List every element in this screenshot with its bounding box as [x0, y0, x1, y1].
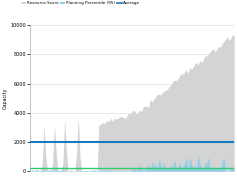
Legend: Resource Score, Planning Percentile (95), Average: Resource Score, Planning Percentile (95)… — [20, 1, 141, 6]
Y-axis label: Capacity: Capacity — [3, 88, 8, 109]
